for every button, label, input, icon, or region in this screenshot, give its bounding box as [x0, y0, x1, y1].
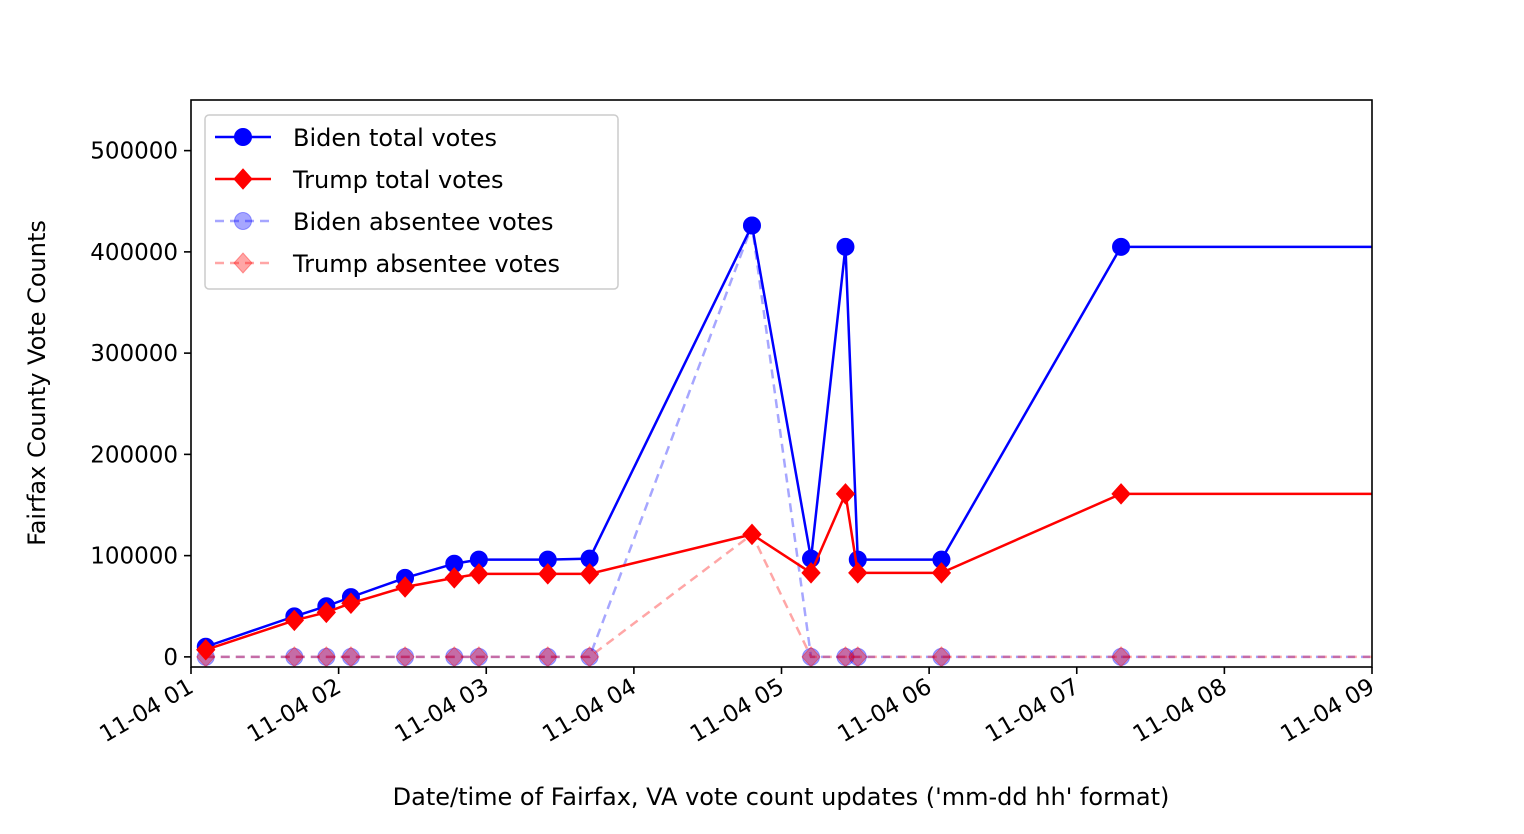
legend: Biden total votes Trump total votes Biden … [204, 114, 619, 290]
data-point [835, 483, 856, 505]
data-point [284, 609, 305, 632]
legend-label: Trump absentee votes [292, 250, 560, 278]
legend-label: Biden total votes [293, 124, 497, 152]
data-point [395, 576, 415, 598]
data-point [848, 647, 867, 666]
data-point [802, 647, 821, 666]
data-point [469, 563, 489, 585]
data-point [836, 647, 855, 666]
legend-item: Trump absentee votes [215, 250, 560, 278]
data-point [742, 216, 761, 235]
x-axis-label: Date/time of Fairfax, VA vote count upda… [393, 783, 1170, 811]
y-tick-label: 400000 [90, 240, 178, 266]
series-biden-total-votes [196, 216, 1372, 656]
series-line [205, 489, 1372, 651]
data-point [848, 562, 868, 584]
data-point [445, 647, 464, 666]
data-point [931, 562, 952, 584]
data-point [836, 237, 855, 256]
legend-label: Biden absentee votes [293, 208, 554, 236]
data-point [396, 647, 415, 666]
data-point [285, 647, 304, 666]
legend-label: Trump total votes [292, 166, 504, 194]
data-point [444, 567, 464, 589]
data-point [316, 601, 336, 624]
data-point [580, 647, 599, 666]
legend-item: Biden total votes [215, 124, 497, 152]
legend-marker [234, 212, 252, 230]
data-point [196, 639, 216, 661]
data-point [1112, 647, 1131, 666]
legend-marker [233, 168, 253, 190]
data-point [579, 563, 600, 585]
series-biden-absentee-votes [196, 216, 1372, 666]
data-point [317, 647, 336, 666]
series-line [205, 221, 1372, 648]
y-tick-label: 200000 [90, 442, 178, 468]
legend-marker [233, 252, 253, 274]
data-point [801, 562, 821, 584]
series-layer [196, 216, 1372, 667]
data-point [538, 563, 558, 585]
legend-marker [234, 128, 252, 146]
series-line [205, 225, 1372, 659]
series-trump-total-votes [196, 483, 1372, 661]
data-point [341, 592, 361, 614]
legend-item: Biden absentee votes [215, 208, 554, 236]
data-point [538, 647, 557, 666]
y-tick-label: 0 [163, 645, 178, 671]
data-point [341, 647, 360, 666]
data-point [1112, 237, 1131, 256]
series-line [205, 532, 1372, 659]
y-tick-label: 500000 [90, 139, 178, 165]
data-point [1111, 483, 1131, 505]
y-tick-label: 300000 [90, 341, 178, 367]
legend-box [204, 114, 619, 290]
legend-item: Trump total votes [215, 166, 504, 194]
y-axis: 0 100000 200000 300000 400000 500000 [90, 139, 191, 671]
data-point [742, 523, 762, 546]
y-axis-label: Fairfax County Vote Counts [23, 220, 51, 546]
data-point [469, 647, 488, 666]
data-point [932, 647, 951, 666]
y-tick-label: 100000 [90, 544, 178, 570]
plot-frame [190, 99, 1373, 668]
